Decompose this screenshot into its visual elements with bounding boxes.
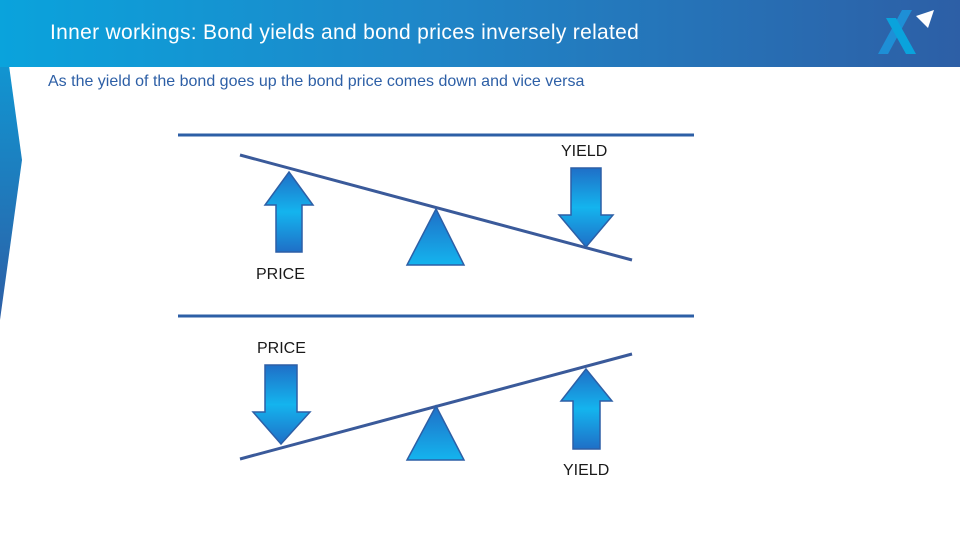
- x-logo-icon: [878, 10, 934, 54]
- up-arrow-icon: [263, 170, 315, 253]
- triangle-fulcrum-icon: [405, 404, 466, 461]
- triangle-fulcrum-icon: [405, 207, 466, 266]
- side-accent-shape: [0, 0, 22, 320]
- slide-subtitle: As the yield of the bond goes up the bon…: [48, 73, 585, 90]
- top-price-label: PRICE: [256, 266, 305, 283]
- top-yield-label: YIELD: [561, 143, 608, 160]
- up-arrow-icon: [559, 367, 614, 450]
- down-arrow-icon: [251, 364, 312, 446]
- slide-title: Inner workings: Bond yields and bond pri…: [50, 21, 640, 44]
- bottom-price-label: PRICE: [257, 340, 306, 357]
- bottom-yield-label: YIELD: [563, 462, 610, 479]
- header-bar: Inner workings: Bond yields and bond pri…: [0, 0, 960, 67]
- down-arrow-icon: [557, 167, 615, 249]
